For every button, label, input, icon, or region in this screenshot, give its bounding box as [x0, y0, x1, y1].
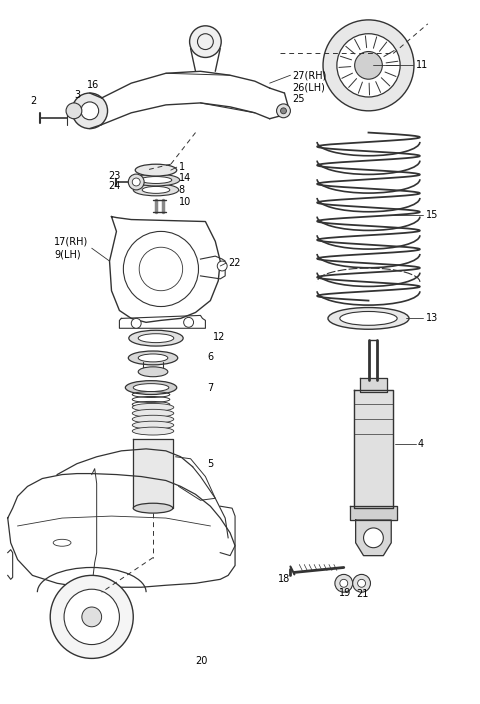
Ellipse shape: [129, 330, 183, 346]
Wedge shape: [384, 68, 398, 80]
Ellipse shape: [133, 503, 173, 513]
Polygon shape: [356, 520, 391, 555]
Text: 12: 12: [213, 332, 226, 342]
Wedge shape: [380, 75, 394, 88]
Text: 3: 3: [74, 90, 80, 100]
Wedge shape: [349, 38, 362, 51]
Circle shape: [66, 103, 82, 119]
Ellipse shape: [133, 384, 169, 391]
Circle shape: [131, 318, 141, 328]
Wedge shape: [370, 36, 380, 49]
Text: 6: 6: [207, 352, 214, 362]
Circle shape: [353, 574, 371, 592]
Circle shape: [355, 51, 383, 79]
Circle shape: [358, 579, 366, 587]
Wedge shape: [339, 64, 351, 73]
Ellipse shape: [340, 311, 397, 325]
Text: 24: 24: [108, 181, 121, 191]
Wedge shape: [385, 55, 398, 65]
Ellipse shape: [142, 187, 170, 194]
Text: 26(LH): 26(LH): [292, 82, 325, 92]
Circle shape: [50, 575, 133, 658]
Ellipse shape: [138, 334, 174, 343]
Text: 25: 25: [292, 94, 305, 104]
Ellipse shape: [328, 308, 409, 329]
Ellipse shape: [125, 381, 177, 394]
Text: 7: 7: [207, 382, 214, 393]
Polygon shape: [350, 506, 397, 520]
Polygon shape: [133, 439, 173, 508]
Text: 19: 19: [339, 588, 351, 598]
Polygon shape: [354, 389, 393, 508]
Circle shape: [280, 108, 287, 114]
Circle shape: [64, 589, 120, 645]
Ellipse shape: [132, 415, 174, 423]
Wedge shape: [339, 54, 352, 63]
Text: 5: 5: [207, 459, 214, 469]
Text: 22: 22: [228, 258, 240, 268]
Circle shape: [337, 34, 400, 97]
Ellipse shape: [132, 421, 174, 429]
Circle shape: [363, 528, 384, 548]
Text: 8: 8: [179, 185, 185, 195]
Text: 14: 14: [179, 173, 191, 183]
Circle shape: [335, 574, 353, 592]
Text: 9(LH): 9(LH): [54, 249, 81, 259]
Wedge shape: [386, 59, 398, 68]
Text: 11: 11: [416, 61, 428, 70]
Circle shape: [190, 26, 221, 58]
Text: 13: 13: [426, 313, 438, 323]
Wedge shape: [382, 46, 396, 58]
Ellipse shape: [138, 354, 168, 362]
Ellipse shape: [132, 427, 174, 435]
Text: 27(RH): 27(RH): [292, 70, 327, 80]
Text: 23: 23: [108, 171, 121, 181]
Ellipse shape: [135, 164, 177, 176]
Circle shape: [323, 20, 414, 111]
Text: 2: 2: [30, 96, 36, 106]
Ellipse shape: [138, 367, 168, 377]
Circle shape: [82, 607, 102, 627]
Circle shape: [340, 579, 348, 587]
Circle shape: [81, 102, 99, 120]
Polygon shape: [360, 378, 387, 391]
Text: 21: 21: [357, 589, 369, 599]
Circle shape: [72, 93, 108, 129]
Circle shape: [123, 232, 199, 306]
Text: 1: 1: [179, 162, 185, 172]
Text: 16: 16: [87, 80, 99, 90]
Wedge shape: [376, 39, 389, 53]
Ellipse shape: [128, 351, 178, 365]
Circle shape: [132, 178, 140, 186]
Wedge shape: [360, 36, 369, 49]
Circle shape: [217, 261, 227, 271]
Wedge shape: [342, 44, 356, 57]
Text: 17(RH): 17(RH): [54, 237, 88, 246]
Text: 20: 20: [195, 656, 208, 667]
Ellipse shape: [132, 409, 174, 417]
Circle shape: [184, 318, 193, 327]
Circle shape: [276, 104, 290, 118]
Ellipse shape: [140, 177, 172, 184]
Ellipse shape: [133, 184, 179, 196]
Text: 18: 18: [277, 574, 290, 584]
Text: 4: 4: [418, 439, 424, 449]
Wedge shape: [356, 82, 366, 95]
Text: 15: 15: [426, 210, 438, 220]
Wedge shape: [347, 77, 360, 91]
Wedge shape: [374, 80, 386, 94]
Ellipse shape: [132, 174, 180, 186]
Wedge shape: [341, 71, 354, 84]
Text: 10: 10: [179, 196, 191, 207]
Ellipse shape: [132, 403, 174, 411]
Wedge shape: [366, 82, 376, 95]
Circle shape: [128, 174, 144, 190]
Ellipse shape: [53, 539, 71, 546]
